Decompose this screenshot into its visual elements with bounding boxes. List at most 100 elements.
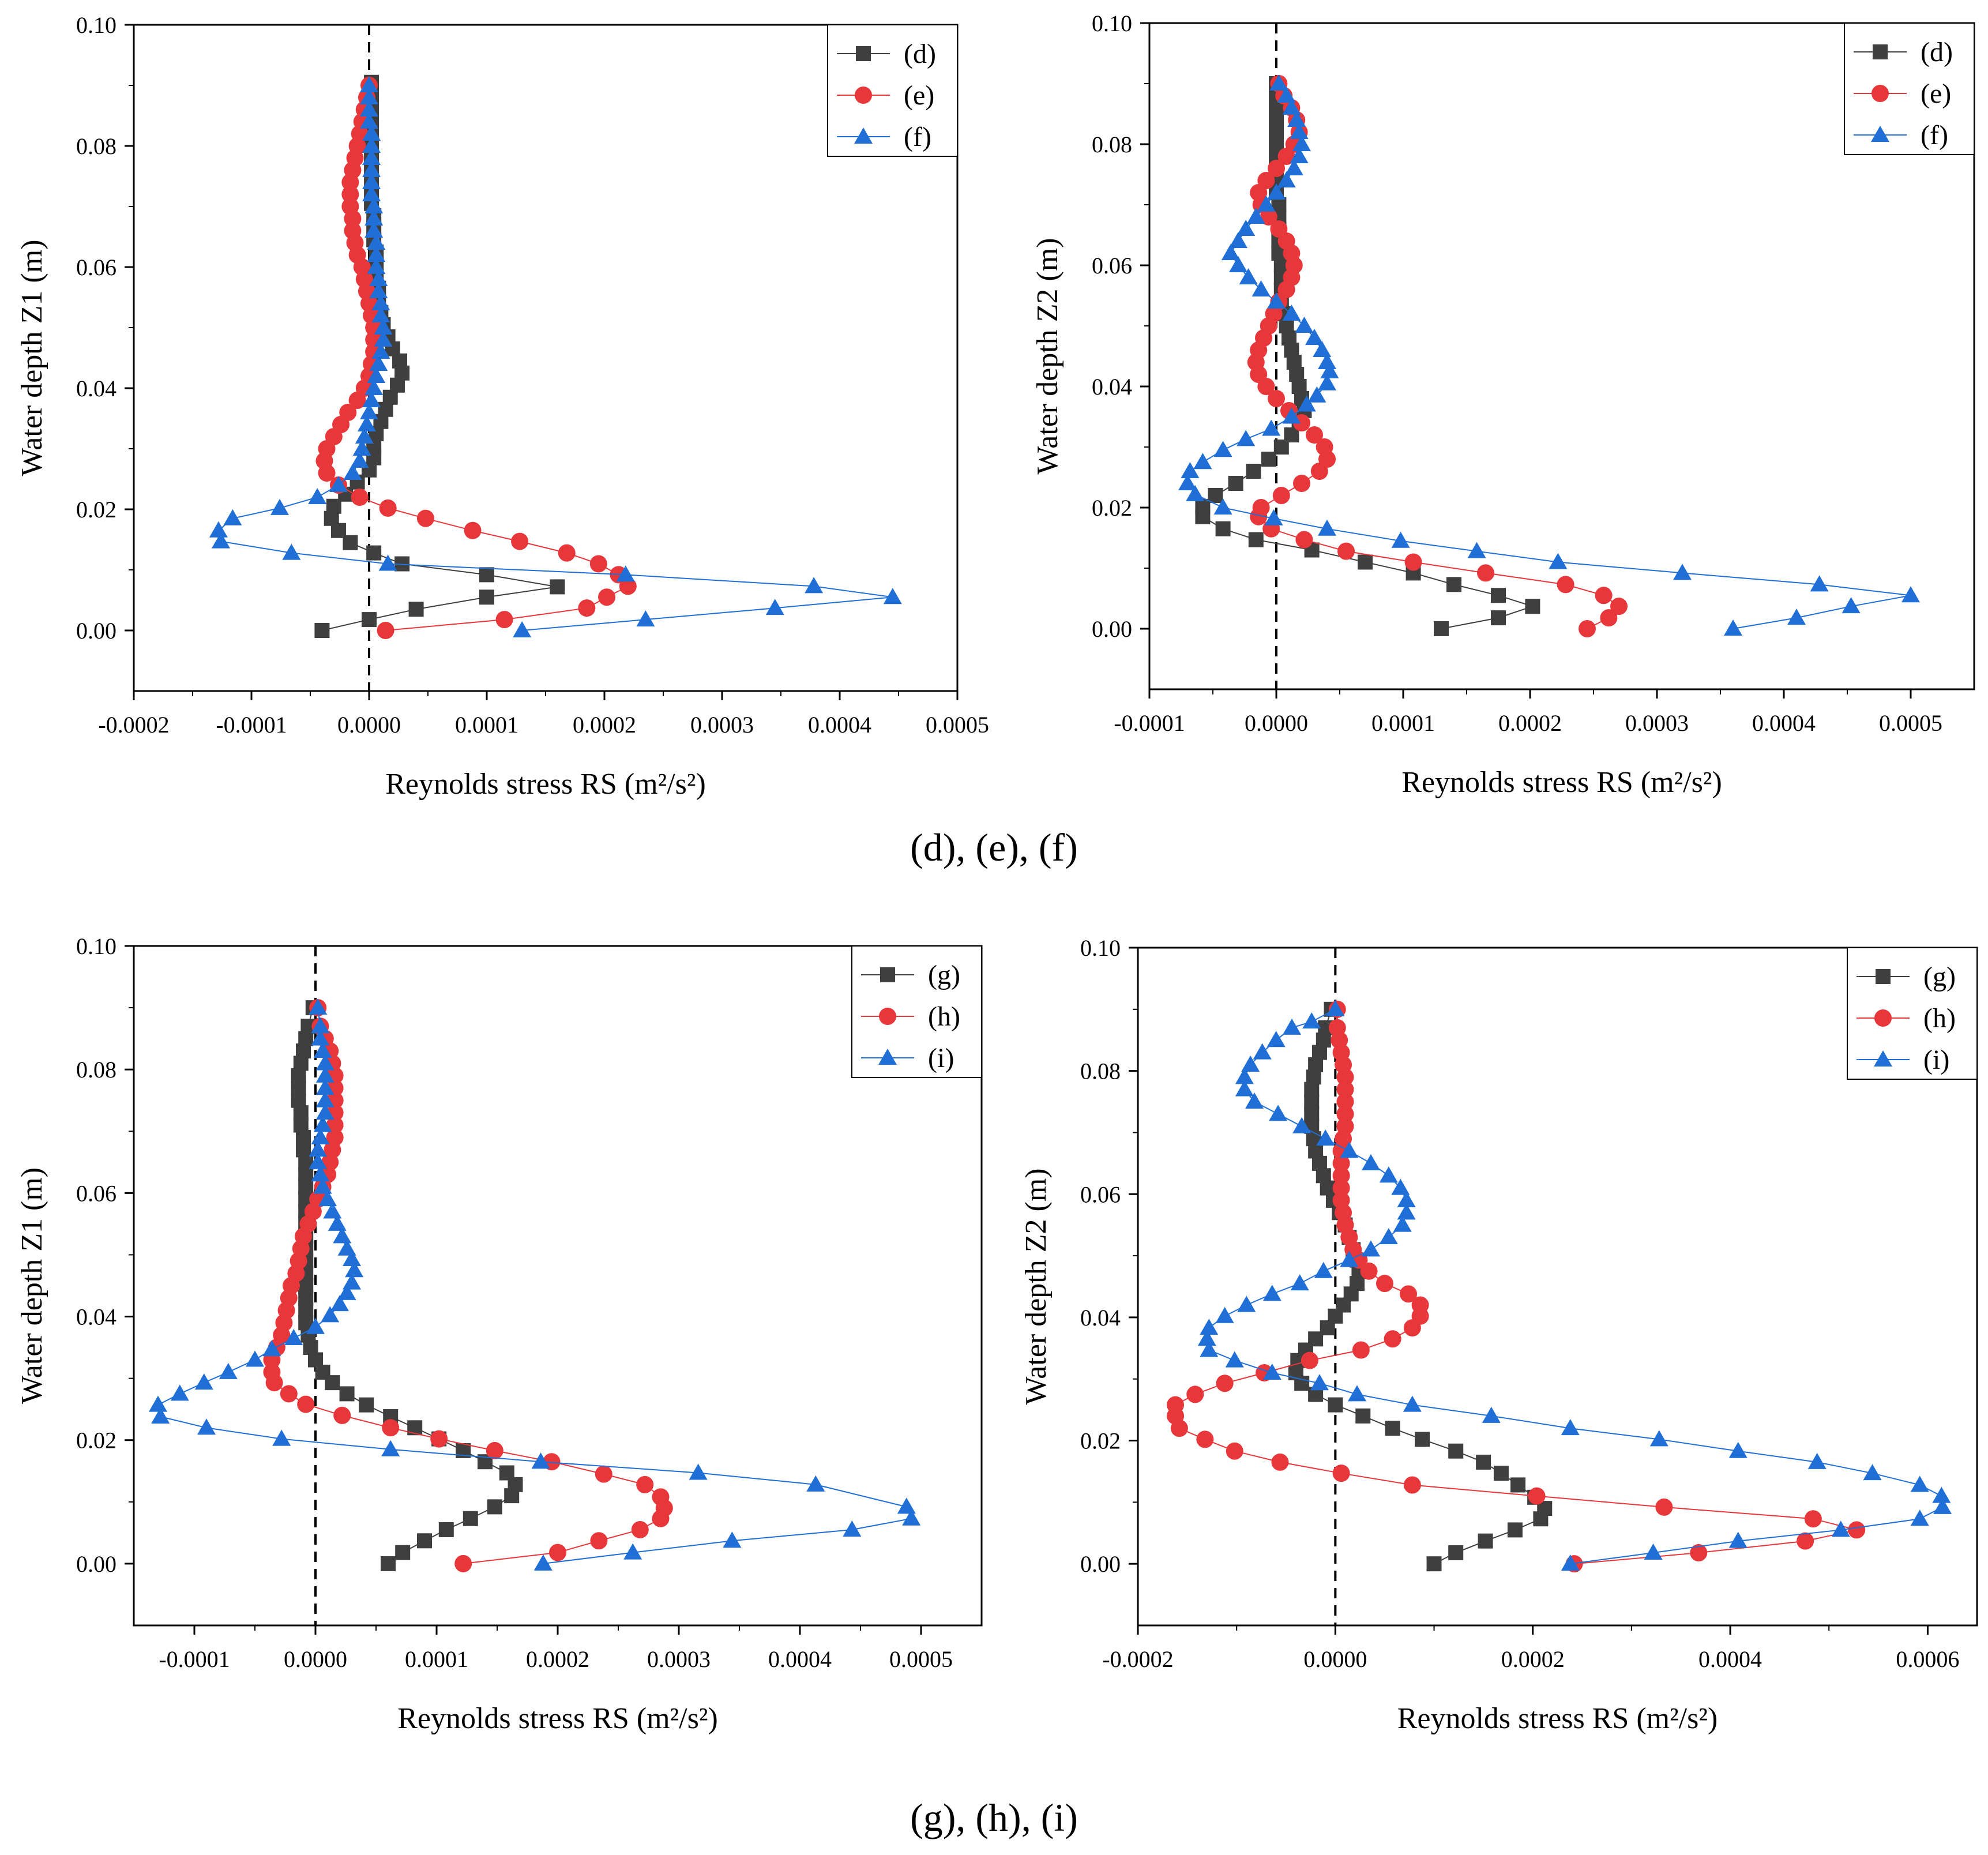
data-point: [1197, 1330, 1216, 1346]
data-point: [1186, 1385, 1204, 1403]
data-point: [1690, 1544, 1708, 1561]
data-point: [1167, 1396, 1185, 1414]
data-point: [1257, 172, 1275, 189]
legend-box: [827, 24, 958, 157]
data-point: [1397, 1203, 1416, 1220]
data-point: [357, 415, 376, 431]
data-point: [1355, 1408, 1371, 1424]
data-point: [379, 499, 397, 517]
data-point: [1245, 1092, 1264, 1109]
data-point: [1284, 159, 1303, 175]
data-point: [313, 1116, 332, 1132]
data-point: [1491, 610, 1506, 626]
data-point: [1933, 1497, 1952, 1514]
data-point: [1237, 1296, 1256, 1312]
series-1: [1247, 75, 1628, 637]
data-point: [1446, 577, 1461, 592]
data-point: [1332, 1465, 1350, 1482]
data-point: [1229, 232, 1247, 248]
data-point: [1248, 532, 1264, 547]
data-point: [1391, 1178, 1410, 1195]
data-point: [308, 488, 327, 504]
data-point: [1305, 329, 1324, 345]
x-tick-label: 0.0002: [1498, 710, 1562, 736]
series-1: [1167, 1000, 1866, 1573]
data-point: [1848, 1521, 1866, 1539]
data-point: [333, 1406, 351, 1424]
data-point: [367, 258, 386, 274]
data-point: [619, 577, 637, 595]
data-point: [1397, 1191, 1416, 1207]
data-point: [1318, 374, 1336, 390]
y-tick-label: 0.06: [76, 254, 117, 280]
data-point: [479, 589, 494, 605]
data-point: [1257, 196, 1276, 212]
data-point: [362, 137, 381, 153]
x-tick-label: 0.0001: [455, 712, 518, 738]
data-point: [1403, 1395, 1422, 1412]
data-point: [1411, 1296, 1429, 1314]
data-point: [329, 476, 348, 492]
data-point: [1196, 1430, 1214, 1448]
data-point: [311, 1017, 330, 1034]
data-point: [311, 1029, 330, 1046]
legend-label: (g): [928, 960, 960, 990]
legend-label: (d): [904, 39, 936, 69]
data-point: [1807, 1452, 1827, 1469]
data-point: [438, 1522, 454, 1538]
data-point: [315, 1066, 335, 1083]
data-point: [1491, 588, 1506, 603]
data-point: [1728, 1531, 1748, 1548]
x-tick-label: 0.0001: [405, 1646, 468, 1672]
data-point: [246, 1350, 264, 1367]
data-point: [578, 599, 596, 617]
data-point: [367, 367, 386, 383]
data-point: [1316, 1129, 1335, 1146]
data-point: [511, 532, 529, 550]
data-point: [1307, 386, 1326, 403]
data-point: [1804, 1510, 1822, 1528]
x-tick-label: 0.0002: [1501, 1646, 1565, 1672]
legend-marker: [855, 87, 872, 104]
data-point: [1649, 1430, 1668, 1447]
y-tick-label: 0.00: [76, 618, 117, 644]
legend-label: (h): [928, 1001, 960, 1032]
data-point: [1932, 1486, 1951, 1503]
data-point: [1229, 256, 1247, 272]
data-point: [1337, 542, 1355, 560]
data-point: [652, 1488, 670, 1506]
data-point: [343, 1249, 361, 1266]
y-tick-label: 0.08: [1092, 132, 1132, 157]
data-point: [1340, 1141, 1359, 1158]
data-point: [1910, 1509, 1929, 1526]
data-point: [1193, 453, 1212, 470]
data-point: [1292, 135, 1311, 151]
data-point: [1328, 1019, 1346, 1037]
legend-marker: [1873, 44, 1888, 59]
data-point: [1797, 1532, 1814, 1550]
data-point: [1301, 1351, 1318, 1369]
data-point: [367, 246, 386, 262]
data-point: [197, 1418, 216, 1435]
data-point: [1340, 1251, 1359, 1267]
data-point: [1318, 353, 1336, 369]
data-point: [1268, 160, 1285, 177]
data-point: [1385, 1421, 1400, 1436]
data-point: [1261, 452, 1276, 467]
y-axis-label: Water depth Z1 (m): [16, 1167, 48, 1404]
caption-bottom: (g), (h), (i): [910, 1796, 1078, 1839]
x-tick-label: 0.0005: [1879, 710, 1942, 736]
data-point: [1178, 474, 1197, 490]
data-point: [416, 509, 434, 527]
legend-marker: [854, 127, 873, 144]
data-point: [1336, 1105, 1354, 1123]
data-point: [1269, 1105, 1288, 1121]
data-point: [1295, 317, 1314, 333]
data-point: [1302, 1012, 1321, 1029]
data-point: [1253, 1043, 1272, 1060]
data-point: [362, 125, 381, 141]
data-point: [636, 1475, 654, 1493]
data-point: [1328, 1397, 1343, 1413]
data-point: [1239, 268, 1258, 284]
